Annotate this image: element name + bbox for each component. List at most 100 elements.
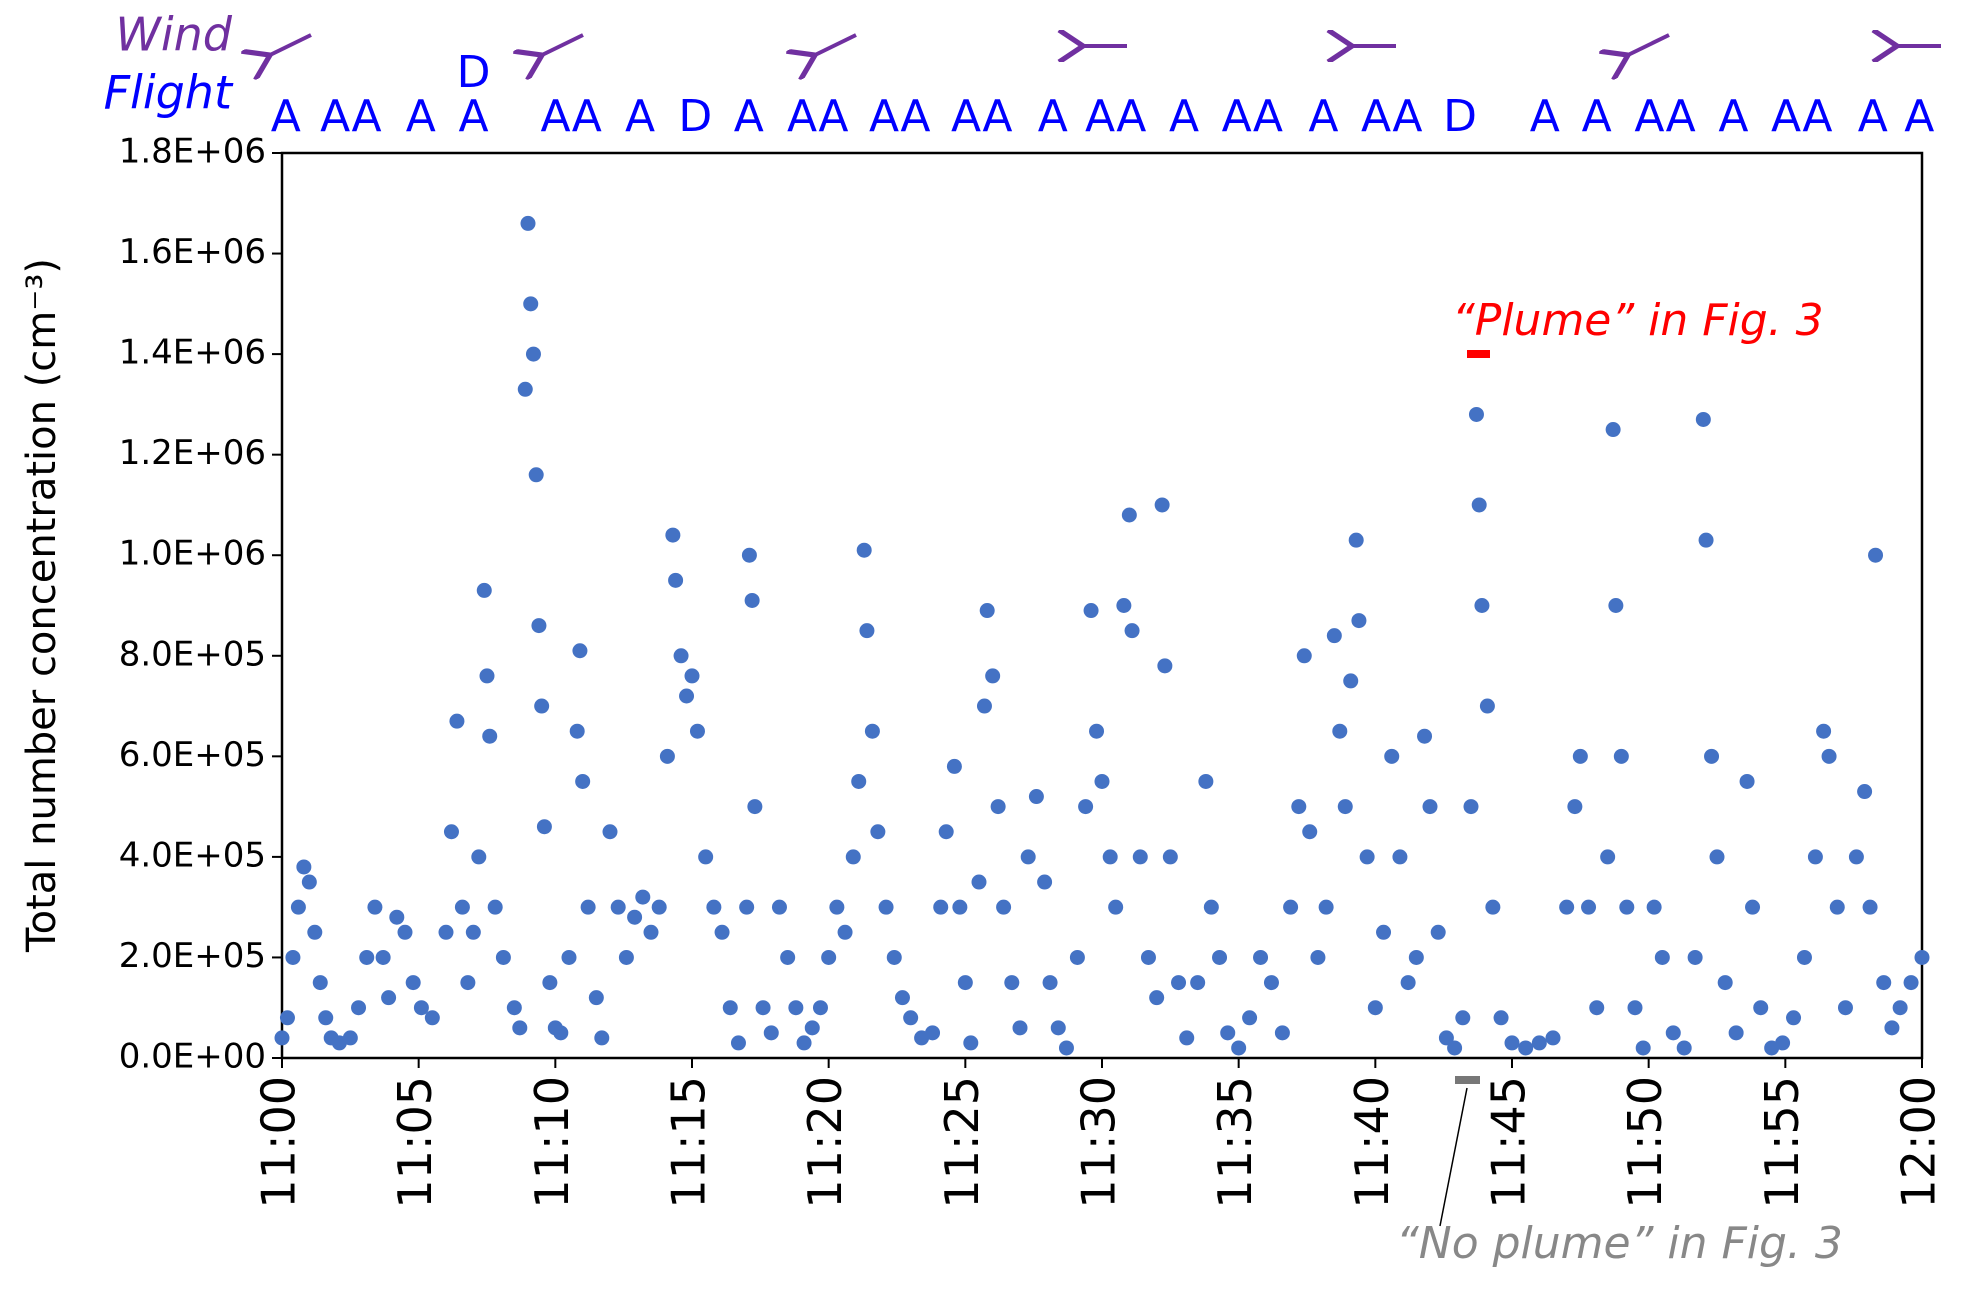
data-point: [744, 592, 760, 608]
flight-label: AA: [1634, 91, 1695, 142]
data-point: [1132, 849, 1148, 865]
data-point: [1417, 728, 1433, 744]
data-point: [1359, 849, 1375, 865]
data-point: [1149, 990, 1165, 1006]
data-point: [274, 1030, 290, 1046]
data-point: [1775, 1035, 1791, 1051]
data-point: [1157, 658, 1173, 674]
data-point: [443, 824, 459, 840]
data-point: [1058, 1040, 1074, 1056]
wind-arrows: [270, 35, 1941, 55]
data-point: [528, 467, 544, 483]
data-point: [780, 949, 796, 965]
data-point: [878, 899, 894, 915]
data-point: [1829, 899, 1845, 915]
data-point: [894, 990, 910, 1006]
data-point: [1212, 949, 1228, 965]
data-point: [886, 949, 902, 965]
data-point: [1171, 975, 1187, 991]
data-point: [821, 949, 837, 965]
flight-label: D: [1443, 91, 1477, 142]
data-point: [976, 698, 992, 714]
data-point: [553, 1025, 569, 1041]
data-point: [1050, 1020, 1066, 1036]
flight-label: A: [271, 91, 301, 142]
data-point: [413, 1000, 429, 1016]
data-point: [856, 542, 872, 558]
data-point: [763, 1025, 779, 1041]
data-point: [979, 603, 995, 619]
x-tick-label: 11:10: [525, 1076, 579, 1209]
data-point: [714, 924, 730, 940]
y-tick-label: 1.2E+06: [119, 433, 266, 473]
data-point: [580, 899, 596, 915]
data-point: [534, 698, 550, 714]
x-tick-label: 11:45: [1482, 1076, 1536, 1209]
wind-arrow: [815, 33, 857, 55]
data-point: [495, 949, 511, 965]
data-point: [285, 949, 301, 965]
y-tick-label: 1.6E+06: [119, 232, 266, 272]
data-point: [1037, 874, 1053, 890]
leader-line: [1439, 1087, 1468, 1227]
x-tick-label: 11:00: [252, 1076, 306, 1209]
data-point: [520, 215, 536, 231]
data-point: [397, 924, 413, 940]
data-point: [1613, 748, 1629, 764]
data-point: [684, 668, 700, 684]
data-point: [290, 899, 306, 915]
data-point: [1190, 975, 1206, 991]
data-point: [722, 1000, 738, 1016]
data-point: [381, 990, 397, 1006]
data-point: [342, 1030, 358, 1046]
flight-label: A: [1904, 91, 1934, 142]
data-point: [1012, 1020, 1028, 1036]
plot-frame: [280, 151, 1924, 1060]
data-point: [1348, 532, 1364, 548]
data-point: [1384, 748, 1400, 764]
data-point: [643, 924, 659, 940]
flight-title: Flight: [104, 66, 234, 120]
data-point: [561, 949, 577, 965]
data-point: [1302, 824, 1318, 840]
data-point: [536, 819, 552, 835]
data-point: [1367, 1000, 1383, 1016]
data-point: [594, 1030, 610, 1046]
no-plume-marker: [1455, 1076, 1480, 1084]
data-point: [471, 849, 487, 865]
data-point: [506, 1000, 522, 1016]
data-point: [957, 975, 973, 991]
data-point: [1343, 673, 1359, 689]
data-point: [602, 824, 618, 840]
data-point: [1140, 949, 1156, 965]
data-point: [367, 899, 383, 915]
data-point: [1709, 849, 1725, 865]
data-point: [1635, 1040, 1651, 1056]
data-point: [1868, 547, 1884, 563]
flight-label: A: [406, 91, 436, 142]
y-tick-label: 8.0E+05: [119, 634, 266, 674]
data-point: [845, 849, 861, 865]
data-point: [542, 975, 558, 991]
data-point: [1179, 1030, 1195, 1046]
data-point: [1485, 899, 1501, 915]
data-point: [1646, 899, 1662, 915]
data-point: [1242, 1010, 1258, 1026]
data-point: [525, 346, 541, 362]
flight-label: A: [1038, 91, 1068, 142]
data-point: [512, 1020, 528, 1036]
data-point: [575, 773, 591, 789]
y-tick-label: 0.0E+00: [119, 1037, 266, 1077]
data-point: [1600, 849, 1616, 865]
data-point: [1892, 1000, 1908, 1016]
data-point: [1608, 598, 1624, 613]
flight-label: A: [1858, 91, 1888, 142]
data-point: [1089, 723, 1105, 739]
data-point: [1220, 1025, 1236, 1041]
data-point: [990, 799, 1006, 815]
data-point: [1283, 899, 1299, 915]
flight-label: A: [1169, 91, 1199, 142]
data-point: [1837, 1000, 1853, 1016]
data-point: [1572, 748, 1588, 764]
data-point: [1337, 799, 1353, 815]
